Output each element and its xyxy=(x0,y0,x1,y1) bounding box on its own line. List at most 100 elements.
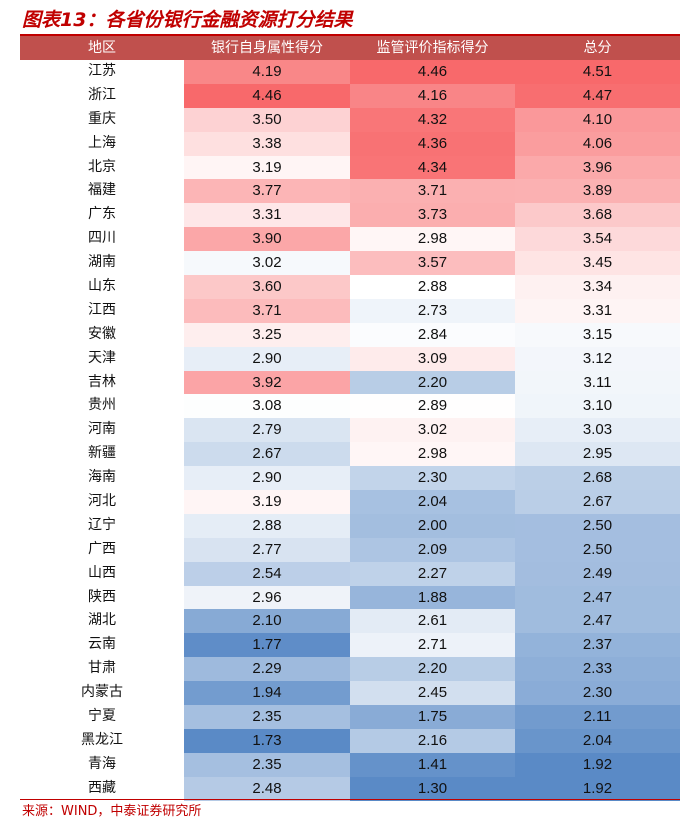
self-score-cell: 1.77 xyxy=(184,633,350,658)
total-cell: 1.92 xyxy=(515,776,680,801)
self-score-cell: 3.31 xyxy=(184,203,350,228)
regulatory-score-cell: 4.32 xyxy=(350,107,515,132)
total-cell: 3.45 xyxy=(515,251,680,276)
self-score-cell: 3.08 xyxy=(184,394,350,419)
table-row: 重庆 3.50 4.32 4.10 xyxy=(20,107,680,132)
chart-title: 图表13：各省份银行金融资源打分结果 xyxy=(22,9,353,31)
self-score-cell: 4.19 xyxy=(184,60,350,84)
self-score-cell: 2.48 xyxy=(184,776,350,801)
regulatory-score-cell: 3.71 xyxy=(350,179,515,204)
table-row: 河南 2.79 3.02 3.03 xyxy=(20,418,680,443)
regulatory-score-cell: 2.00 xyxy=(350,513,515,538)
region-cell: 江西 xyxy=(20,298,184,323)
self-score-cell: 3.02 xyxy=(184,251,350,276)
self-score-cell: 2.35 xyxy=(184,705,350,729)
region-cell: 辽宁 xyxy=(20,513,184,538)
regulatory-score-cell: 3.57 xyxy=(350,251,515,276)
total-cell: 2.49 xyxy=(515,561,680,586)
table-row: 海南 2.90 2.30 2.68 xyxy=(20,466,680,491)
regulatory-score-cell: 4.36 xyxy=(350,131,515,156)
table-row: 贵州 3.08 2.89 3.10 xyxy=(20,394,680,419)
table-row: 江西 3.71 2.73 3.31 xyxy=(20,298,680,323)
regulatory-score-cell: 3.09 xyxy=(350,346,515,371)
region-cell: 吉林 xyxy=(20,370,184,395)
table-row: 河北 3.19 2.04 2.67 xyxy=(20,490,680,514)
total-cell: 3.10 xyxy=(515,394,680,419)
table-row: 广西 2.77 2.09 2.50 xyxy=(20,537,680,562)
table-row: 四川 3.90 2.98 3.54 xyxy=(20,227,680,252)
table-row: 新疆 2.67 2.98 2.95 xyxy=(20,442,680,467)
table-row: 北京 3.19 4.34 3.96 xyxy=(20,155,680,180)
regulatory-score-cell: 1.75 xyxy=(350,705,515,729)
table-row: 湖南 3.02 3.57 3.45 xyxy=(20,251,680,276)
self-score-cell: 2.88 xyxy=(184,513,350,538)
region-cell: 天津 xyxy=(20,346,184,371)
region-cell: 湖南 xyxy=(20,251,184,276)
self-score-cell: 2.35 xyxy=(184,752,350,777)
region-cell: 重庆 xyxy=(20,107,184,132)
self-score-cell: 3.19 xyxy=(184,490,350,514)
self-score-cell: 3.92 xyxy=(184,370,350,395)
total-cell: 3.15 xyxy=(515,322,680,347)
region-cell: 内蒙古 xyxy=(20,681,184,706)
total-cell: 3.54 xyxy=(515,227,680,252)
self-score-cell: 2.90 xyxy=(184,466,350,491)
region-cell: 湖北 xyxy=(20,609,184,634)
table-row: 福建 3.77 3.71 3.89 xyxy=(20,179,680,204)
self-score-cell: 1.73 xyxy=(184,728,350,753)
table-row: 广东 3.31 3.73 3.68 xyxy=(20,203,680,228)
self-score-cell: 1.94 xyxy=(184,681,350,706)
region-cell: 云南 xyxy=(20,633,184,658)
self-score-cell: 2.96 xyxy=(184,585,350,610)
region-cell: 海南 xyxy=(20,466,184,491)
header-total: 总分 xyxy=(583,40,612,56)
table-row: 吉林 3.92 2.20 3.11 xyxy=(20,370,680,395)
regulatory-score-cell: 4.34 xyxy=(350,155,515,180)
self-score-cell: 3.77 xyxy=(184,179,350,204)
total-cell: 2.47 xyxy=(515,585,680,610)
region-cell: 北京 xyxy=(20,155,184,180)
regulatory-score-cell: 3.73 xyxy=(350,203,515,228)
table-row: 辽宁 2.88 2.00 2.50 xyxy=(20,513,680,538)
table-row: 陕西 2.96 1.88 2.47 xyxy=(20,585,680,610)
regulatory-score-cell: 2.71 xyxy=(350,633,515,658)
self-score-cell: 3.60 xyxy=(184,275,350,299)
table-row: 江苏 4.19 4.46 4.51 xyxy=(20,60,680,84)
regulatory-score-cell: 2.16 xyxy=(350,728,515,753)
regulatory-score-cell: 4.16 xyxy=(350,83,515,108)
total-cell: 3.12 xyxy=(515,346,680,371)
region-cell: 广东 xyxy=(20,203,184,228)
region-cell: 上海 xyxy=(20,131,184,156)
regulatory-score-cell: 2.73 xyxy=(350,298,515,323)
table-row: 上海 3.38 4.36 4.06 xyxy=(20,131,680,156)
self-score-cell: 2.79 xyxy=(184,418,350,443)
regulatory-score-cell: 1.30 xyxy=(350,776,515,801)
total-cell: 2.50 xyxy=(515,513,680,538)
region-cell: 宁夏 xyxy=(20,705,184,729)
table-row: 西藏 2.48 1.30 1.92 xyxy=(20,776,680,801)
region-cell: 四川 xyxy=(20,227,184,252)
regulatory-score-cell: 4.46 xyxy=(350,60,515,84)
self-score-cell: 2.77 xyxy=(184,537,350,562)
region-cell: 浙江 xyxy=(20,83,184,108)
total-cell: 3.68 xyxy=(515,203,680,228)
total-cell: 1.92 xyxy=(515,752,680,777)
table-row: 安徽 3.25 2.84 3.15 xyxy=(20,322,680,347)
total-cell: 2.11 xyxy=(515,705,680,729)
regulatory-score-cell: 1.88 xyxy=(350,585,515,610)
regulatory-score-cell: 2.04 xyxy=(350,490,515,514)
table-row: 青海 2.35 1.41 1.92 xyxy=(20,752,680,777)
region-cell: 安徽 xyxy=(20,322,184,347)
table-row: 宁夏 2.35 1.75 2.11 xyxy=(20,705,680,729)
regulatory-score-cell: 3.02 xyxy=(350,418,515,443)
total-cell: 2.47 xyxy=(515,609,680,634)
regulatory-score-cell: 2.20 xyxy=(350,370,515,395)
region-cell: 新疆 xyxy=(20,442,184,467)
header-self-score: 银行自身属性得分 xyxy=(211,40,323,56)
regulatory-score-cell: 2.88 xyxy=(350,275,515,299)
regulatory-score-cell: 2.98 xyxy=(350,442,515,467)
total-cell: 2.67 xyxy=(515,490,680,514)
self-score-cell: 3.25 xyxy=(184,322,350,347)
self-score-cell: 3.19 xyxy=(184,155,350,180)
table-row: 山东 3.60 2.88 3.34 xyxy=(20,275,680,299)
